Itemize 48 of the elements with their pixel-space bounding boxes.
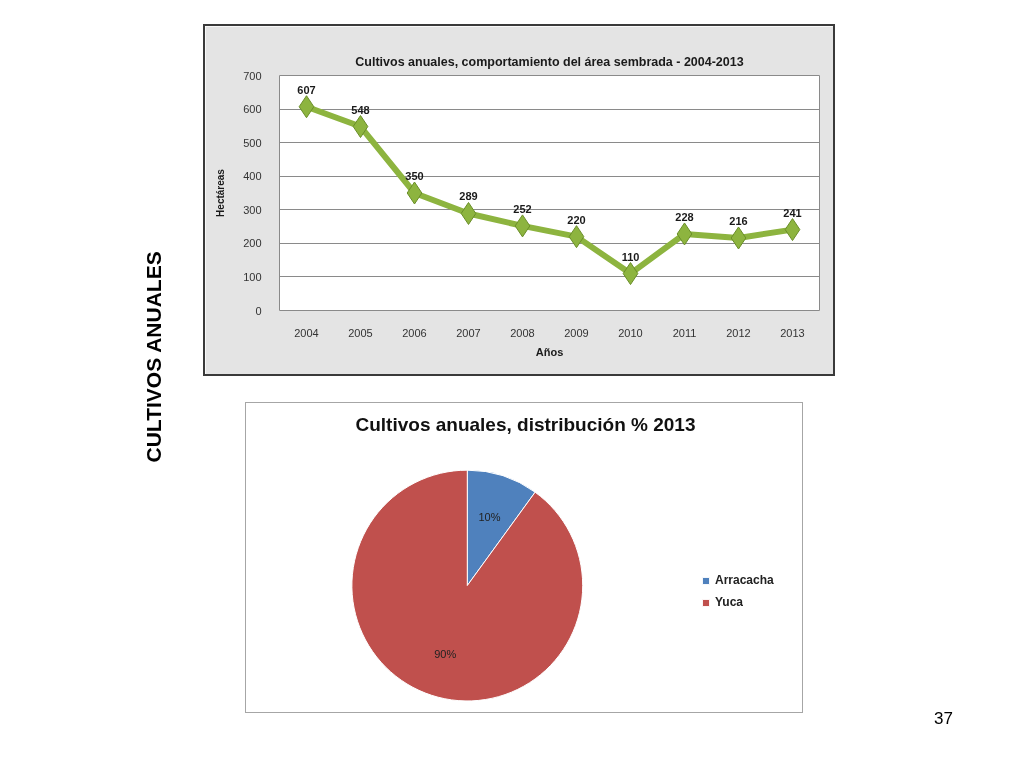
point: [622, 262, 639, 286]
data-label: 228: [675, 210, 694, 223]
x-tick-label: 2008: [510, 326, 535, 339]
point: [568, 225, 585, 249]
x-tick-label: 2004: [294, 326, 319, 339]
y-tick-label: 400: [243, 170, 262, 183]
x-tick-label: 2013: [780, 326, 805, 339]
point: [676, 222, 693, 246]
data-label: 10%: [478, 511, 501, 524]
point: [406, 181, 423, 205]
legend-label: Arracacha: [715, 573, 774, 587]
point: [730, 226, 747, 250]
data-label: 90%: [434, 647, 457, 660]
x-tick-label: 2009: [564, 326, 589, 339]
point: [352, 115, 369, 139]
data-label: 548: [351, 103, 370, 116]
data-label: 216: [729, 214, 748, 227]
point: [514, 214, 531, 238]
y-tick-label: 600: [243, 103, 262, 116]
text: CULTIVOS ANUALES: [142, 251, 165, 463]
point: [784, 218, 801, 242]
data-label: 350: [405, 170, 424, 182]
y-axis-title: Hectáreas: [215, 168, 227, 217]
y-tick-label: 200: [243, 237, 262, 250]
point: [298, 95, 315, 119]
x-tick-label: 2010: [618, 326, 643, 339]
chart-title: Cultivos anuales, distribución % 2013: [355, 413, 696, 435]
y-tick-label: 500: [243, 136, 262, 149]
data-label: 110: [621, 250, 640, 263]
x-tick-label: 2011: [672, 326, 697, 339]
x-tick-label: 2006: [402, 326, 427, 339]
data-label: 252: [513, 202, 532, 215]
x-tick-label: 2005: [348, 326, 373, 339]
text: 37: [934, 708, 953, 728]
point: [460, 201, 477, 225]
data-label: 289: [459, 190, 478, 203]
data-label: 607: [297, 83, 316, 96]
chart-title: Cultivos anuales, comportamiento del área sembrada - 2004-2013: [355, 54, 744, 69]
legend-label: Yuca: [715, 595, 744, 609]
y-tick-label: 300: [243, 203, 262, 216]
x-tick-label: 2012: [726, 326, 751, 339]
y-tick-label: 100: [243, 270, 262, 283]
data-label: 220: [567, 213, 586, 226]
data-label: 241: [783, 206, 802, 219]
x-tick-label: 2007: [456, 326, 481, 339]
y-tick-label: 0: [255, 304, 262, 317]
y-tick-label: 700: [243, 69, 262, 82]
x-axis-title: Años: [535, 345, 564, 358]
